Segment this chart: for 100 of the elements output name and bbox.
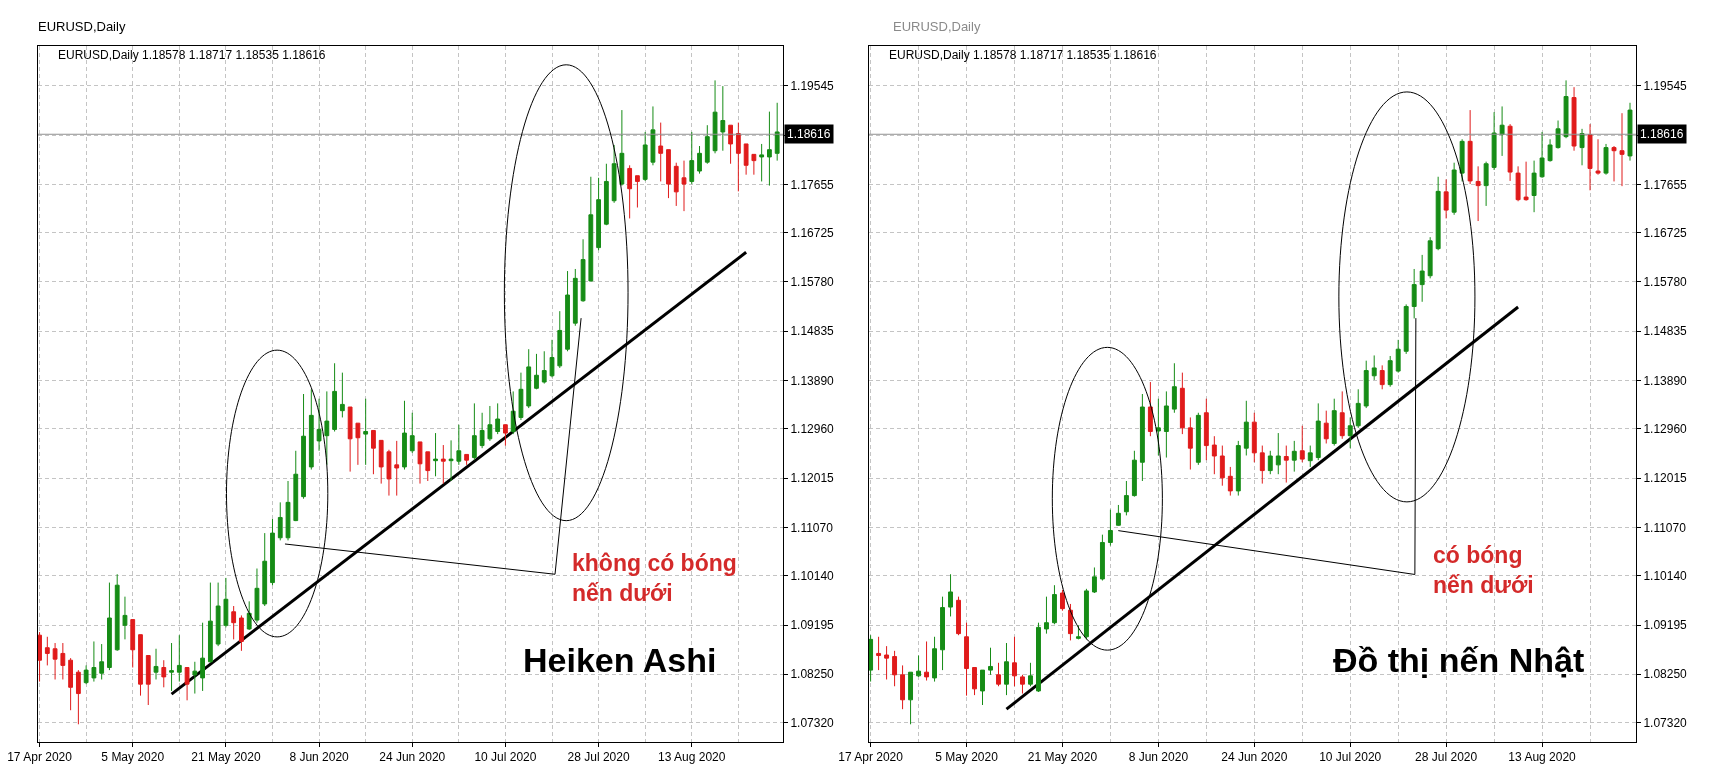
y-tick-label: 1.11070	[1643, 520, 1687, 535]
chart-subtitle: EURUSD,Daily 1.18578 1.18717 1.18535 1.18616	[889, 48, 1157, 62]
y-tick-label: 1.13890	[1643, 373, 1688, 388]
candlestick	[1491, 111, 1497, 171]
candlestick	[402, 400, 407, 471]
y-tick-label: 1.17655	[790, 177, 835, 192]
candlestick	[99, 643, 105, 680]
x-tick-label: 5 May 2020	[101, 750, 165, 765]
candlestick	[596, 177, 601, 251]
candlestick	[301, 393, 306, 500]
candlestick	[1131, 450, 1137, 498]
candlestick	[161, 659, 167, 688]
candlestick	[940, 596, 945, 671]
candlestick	[1012, 636, 1017, 687]
candlestick	[972, 667, 977, 696]
candlestick	[1211, 435, 1217, 475]
y-tick-label: 1.14835	[790, 324, 835, 339]
candlestick	[378, 439, 384, 485]
candlestick	[215, 582, 221, 647]
candlestick	[448, 439, 454, 482]
candlestick	[1603, 143, 1609, 176]
candlestick	[425, 451, 431, 482]
candlestick	[1355, 388, 1361, 429]
x-tick-label: 5 May 2020	[935, 750, 999, 765]
candlestick	[1067, 603, 1073, 641]
candlestick	[1187, 416, 1193, 471]
candlestick	[1475, 165, 1481, 222]
y-tick-label: 1.16725	[790, 225, 835, 240]
candlestick	[1099, 534, 1105, 581]
candlestick	[1555, 120, 1561, 150]
candlestick	[534, 353, 539, 390]
candlestick	[1547, 138, 1553, 163]
x-tick-label: 17 Apr 2020	[7, 750, 73, 765]
y-tick-label: 1.19545	[1643, 79, 1688, 94]
candlestick	[1571, 86, 1577, 152]
candlestick	[1323, 410, 1329, 444]
candlestick	[526, 348, 532, 409]
candlestick	[1299, 425, 1305, 463]
candlestick	[1123, 480, 1129, 516]
candlestick	[293, 450, 299, 522]
candlestick	[1107, 509, 1113, 547]
candlestick	[712, 79, 718, 154]
candlestick	[471, 402, 477, 461]
candlestick	[627, 164, 633, 219]
candlestick	[52, 642, 58, 680]
y-tick-label: 1.14835	[1643, 324, 1688, 339]
candlestick	[254, 568, 260, 624]
candlestick	[1059, 589, 1065, 612]
candlestick	[565, 270, 570, 352]
candlestick	[363, 398, 369, 466]
candlestick	[580, 238, 586, 303]
candlestick	[262, 532, 268, 607]
candlestick	[673, 162, 679, 207]
candlestick	[735, 122, 741, 192]
candlestick	[270, 518, 275, 586]
candlestick	[456, 424, 462, 466]
candlestick	[892, 650, 898, 687]
candlestick	[1147, 381, 1153, 437]
y-tick-label: 1.09195	[790, 618, 835, 633]
candlestick	[728, 124, 733, 165]
candlestick	[1363, 360, 1369, 409]
candlestick	[588, 176, 594, 282]
x-tick-label: 8 Jun 2020	[289, 750, 350, 765]
candlestick	[332, 362, 337, 433]
candlestick	[239, 614, 244, 652]
candlestick	[339, 372, 345, 418]
candlestick	[1395, 339, 1401, 374]
candlestick	[956, 596, 961, 636]
y-tick-label: 1.11070	[790, 520, 834, 535]
candlestick	[658, 122, 664, 182]
candlestick	[192, 661, 198, 695]
candlestick	[207, 582, 213, 664]
candlestick	[908, 671, 914, 725]
candlestick	[138, 634, 143, 697]
candlestick	[114, 573, 120, 652]
candlestick	[720, 85, 726, 152]
candlestick	[900, 664, 906, 710]
candlestick	[1307, 445, 1313, 468]
candlestick	[1339, 390, 1345, 440]
candlestick	[355, 422, 361, 466]
candlestick	[1036, 622, 1041, 693]
candlestick	[988, 647, 993, 676]
candlestick	[1163, 390, 1169, 459]
candlestick	[1539, 131, 1545, 179]
candlestick	[1459, 138, 1465, 182]
candlestick	[1052, 584, 1057, 625]
candlestick	[635, 175, 640, 208]
y-tick-label: 1.12960	[1643, 422, 1688, 437]
x-tick-label: 10 Jul 2020	[474, 750, 537, 765]
candlestick	[1171, 362, 1177, 414]
candlestick	[1627, 102, 1633, 162]
candlestick	[1611, 145, 1617, 182]
candlestick	[1195, 412, 1201, 466]
candlestick	[371, 429, 376, 475]
x-tick-label: 8 Jun 2020	[1128, 750, 1189, 765]
candlestick	[1531, 160, 1537, 213]
y-tick-label: 1.13890	[790, 373, 835, 388]
candlestick	[1331, 398, 1337, 447]
y-tick-label: 1.17655	[1643, 177, 1688, 192]
y-tick-label: 1.12015	[790, 471, 835, 486]
